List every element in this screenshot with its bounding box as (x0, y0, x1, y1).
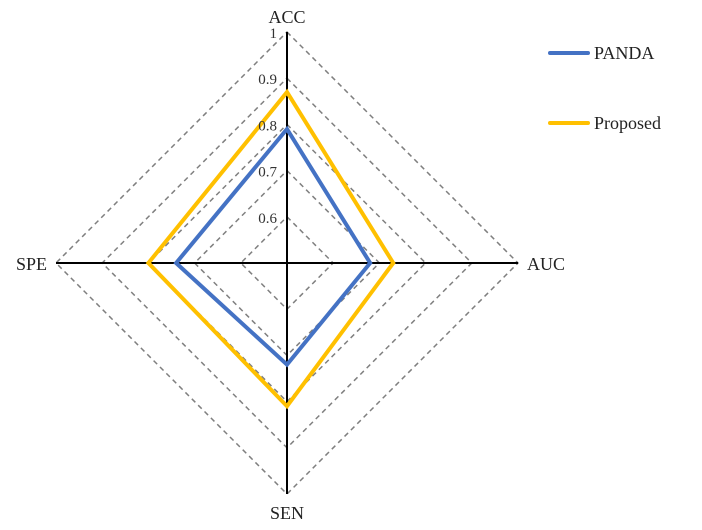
tick-label-0-7: 0.7 (258, 165, 277, 181)
axis-label-sen: SEN (270, 503, 304, 523)
tick-label-0-9: 0.9 (258, 72, 277, 88)
legend: PANDA Proposed (548, 36, 698, 176)
tick-label-1: 1 (270, 26, 278, 42)
tick-label-0-8: 0.8 (258, 118, 277, 134)
legend-item-panda: PANDA (548, 36, 698, 70)
series-panda-polygon (173, 125, 373, 368)
axis-label-auc: AUC (527, 254, 565, 274)
grid-ring-2 (147, 123, 427, 403)
tick-label-0-6: 0.6 (258, 211, 277, 227)
axis-label-acc: ACC (268, 7, 305, 27)
legend-label-proposed: Proposed (594, 112, 661, 133)
legend-swatch-panda (548, 51, 590, 55)
legend-swatch-proposed (548, 121, 590, 125)
axis-label-spe: SPE (16, 254, 47, 274)
legend-item-proposed: Proposed (548, 106, 698, 140)
grid-ring-4 (54, 30, 520, 496)
series-proposed-polygon (145, 88, 396, 410)
legend-label-panda: PANDA (594, 42, 655, 63)
